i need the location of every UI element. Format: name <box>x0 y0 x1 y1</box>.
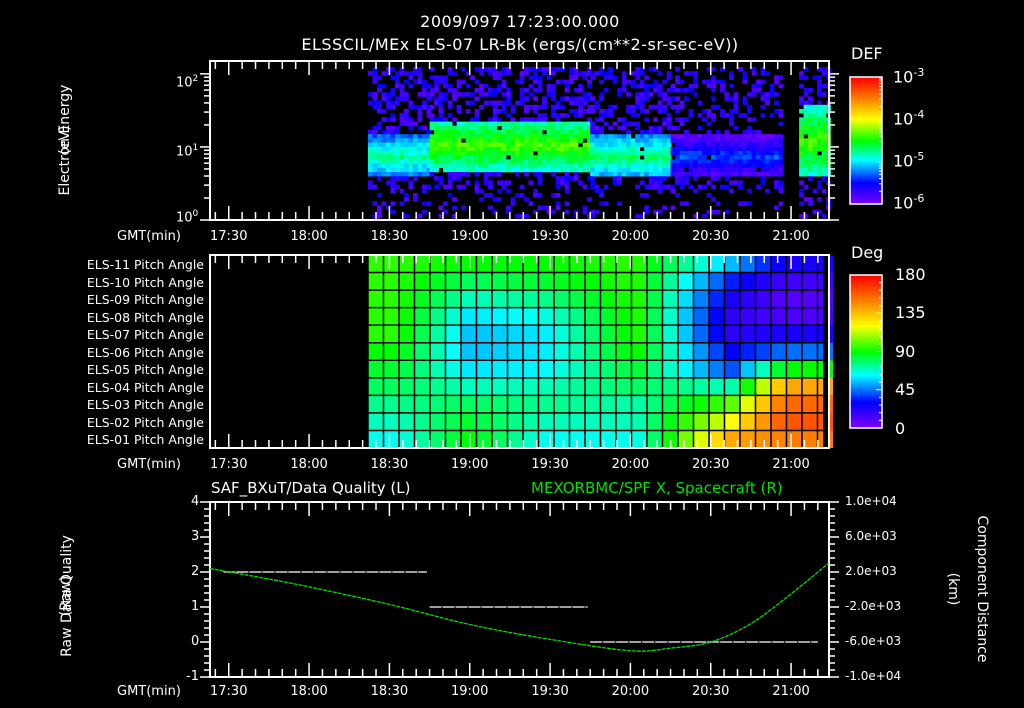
deg-colorbar-label-180: 180 <box>895 265 926 284</box>
distance-ytick: 6.0e+03 <box>845 529 897 543</box>
pitch-xaxis-label: GMT(min) <box>117 457 181 472</box>
pitch-channel-label: ELS-06 Pitch Angle <box>86 344 204 360</box>
pitch-channel-label: ELS-08 Pitch Angle <box>86 309 204 325</box>
deg-colorbar-label-45: 45 <box>895 380 916 399</box>
def-colorbar-title: DEF <box>851 44 883 63</box>
time-tick-label: 18:30 <box>370 684 409 699</box>
time-tick-label: 18:00 <box>290 229 328 244</box>
distance-ytick: 1.0e+04 <box>845 494 897 508</box>
distance-ytick: 2.0e+03 <box>845 564 897 578</box>
time-tick-label: 20:00 <box>611 457 650 472</box>
energy-xaxis-label: GMT(min) <box>117 229 181 244</box>
time-tick-label: 17:30 <box>210 684 248 699</box>
time-tick-label: 18:30 <box>370 229 409 244</box>
time-tick-label: 20:00 <box>611 229 650 244</box>
time-tick-label: 17:30 <box>210 229 248 244</box>
plot-subtitle: ELSSCIL/MEx ELS-07 LR-Bk (ergs/(cm**2-sr… <box>301 35 739 54</box>
ytick-1e0: 100 <box>176 209 199 226</box>
ytick-1e1: 101 <box>176 143 199 160</box>
pitch-channel-label: ELS-04 Pitch Angle <box>86 379 204 395</box>
time-tick-label: 19:30 <box>531 684 569 699</box>
distance-ytick: -1.0e+04 <box>845 669 902 683</box>
ytick-1e2: 102 <box>176 74 199 91</box>
time-tick-label: 18:00 <box>290 684 328 699</box>
pitch-channel-label: ELS-01 Pitch Angle <box>86 432 204 448</box>
time-tick-label: 19:30 <box>531 229 569 244</box>
pitch-channel-label: ELS-09 Pitch Angle <box>86 292 204 308</box>
time-tick-label: 21:00 <box>772 457 810 472</box>
plot-timestamp: 2009/097 17:23:00.000 <box>420 12 620 31</box>
deg-colorbar-label-90: 90 <box>895 342 916 361</box>
deg-colorbar-title: Deg <box>851 243 884 262</box>
def-colorbar-label-1: 10-4 <box>893 108 925 129</box>
time-tick-label: 20:30 <box>691 229 730 244</box>
quality-xaxis-label: GMT(min) <box>117 684 181 699</box>
quality-ytick: -1 <box>186 669 199 684</box>
distance-ytick: -6.0e+03 <box>845 634 902 648</box>
quality-ytick: 0 <box>191 634 200 649</box>
time-tick-label: 19:00 <box>450 229 489 244</box>
time-tick-label: 19:00 <box>450 457 489 472</box>
time-tick-label: 20:30 <box>691 684 730 699</box>
quality-ytick: 1 <box>191 599 200 614</box>
def-colorbar-label-3: 10-6 <box>893 192 925 213</box>
time-tick-label: 21:00 <box>772 684 810 699</box>
pitch-channel-label: ELS-05 Pitch Angle <box>86 362 204 378</box>
time-tick-label: 18:30 <box>370 457 409 472</box>
quality-ytick: 4 <box>191 494 200 509</box>
def-colorbar-label-0: 10-3 <box>893 66 925 87</box>
position-right-title: MEXORBMC/SPF X, Spacecraft (R) <box>531 479 783 497</box>
time-tick-label: 20:30 <box>691 457 730 472</box>
quality-ytick: 2 <box>191 564 200 579</box>
deg-colorbar-label-135: 135 <box>895 303 926 322</box>
deg-colorbar-label-0: 0 <box>895 419 906 438</box>
distance-ytick: -2.0e+03 <box>845 599 902 613</box>
pitch-channel-label: ELS-07 Pitch Angle <box>86 327 204 343</box>
pitch-channel-label: ELS-10 Pitch Angle <box>86 274 204 290</box>
def-colorbar-label-2: 10-5 <box>893 150 925 171</box>
quality-left-title: SAF_BXuT/Data Quality (L) <box>211 479 411 497</box>
time-tick-label: 18:00 <box>290 457 328 472</box>
pitch-channel-label: ELS-02 Pitch Angle <box>86 414 204 430</box>
time-tick-label: 20:00 <box>611 684 650 699</box>
time-tick-label: 19:00 <box>450 684 489 699</box>
quality-ytick: 3 <box>191 529 200 544</box>
time-tick-label: 17:30 <box>210 457 248 472</box>
pitch-channel-label: ELS-11 Pitch Angle <box>86 257 204 272</box>
pitch-channel-label: ELS-03 Pitch Angle <box>86 397 204 413</box>
time-tick-label: 19:30 <box>531 457 569 472</box>
time-tick-label: 21:00 <box>772 229 810 244</box>
